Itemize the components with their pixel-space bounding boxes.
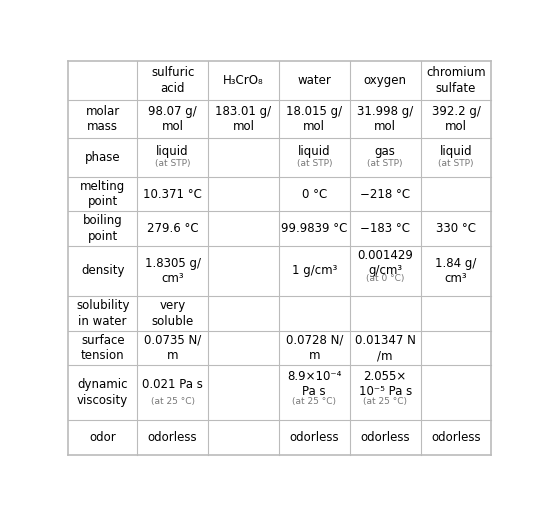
Text: liquid: liquid: [156, 146, 189, 158]
Text: (at 0 °C): (at 0 °C): [366, 274, 405, 283]
Text: 330 °C: 330 °C: [436, 222, 476, 235]
Text: 8.9×10⁻⁴
Pa s: 8.9×10⁻⁴ Pa s: [287, 370, 341, 399]
Text: 1 g/cm³: 1 g/cm³: [292, 265, 337, 277]
Text: odorless: odorless: [431, 431, 481, 444]
Text: phase: phase: [85, 151, 121, 164]
Text: chromium
sulfate: chromium sulfate: [426, 66, 486, 95]
Text: boiling
point: boiling point: [83, 214, 123, 243]
Text: odorless: odorless: [360, 431, 410, 444]
Text: 31.998 g/
mol: 31.998 g/ mol: [357, 105, 413, 133]
Text: 10.371 °C: 10.371 °C: [143, 188, 202, 201]
Text: 18.015 g/
mol: 18.015 g/ mol: [286, 105, 342, 133]
Text: 2.055×
10⁻⁵ Pa s: 2.055× 10⁻⁵ Pa s: [359, 370, 412, 399]
Text: surface
tension: surface tension: [81, 334, 124, 362]
Text: −218 °C: −218 °C: [360, 188, 410, 201]
Text: odorless: odorless: [148, 431, 198, 444]
Text: (at 25 °C): (at 25 °C): [363, 397, 407, 406]
Text: liquid: liquid: [440, 146, 472, 158]
Text: water: water: [298, 74, 331, 87]
Text: (at STP): (at STP): [367, 159, 403, 168]
Text: melting
point: melting point: [80, 180, 126, 208]
Text: sulfuric
acid: sulfuric acid: [151, 66, 194, 95]
Text: 0.0728 N/
m: 0.0728 N/ m: [286, 334, 343, 362]
Text: odor: odor: [90, 431, 116, 444]
Text: very
soluble: very soluble: [151, 299, 194, 328]
Text: molar
mass: molar mass: [86, 105, 120, 133]
Text: (at STP): (at STP): [296, 159, 332, 168]
Text: 0 °C: 0 °C: [302, 188, 327, 201]
Text: H₃CrO₈: H₃CrO₈: [223, 74, 264, 87]
Text: −183 °C: −183 °C: [360, 222, 410, 235]
Text: (at STP): (at STP): [155, 159, 191, 168]
Text: 279.6 °C: 279.6 °C: [147, 222, 198, 235]
Text: 1.8305 g/
cm³: 1.8305 g/ cm³: [145, 257, 200, 285]
Text: odorless: odorless: [289, 431, 339, 444]
Text: 0.021 Pa s: 0.021 Pa s: [142, 378, 203, 391]
Text: 99.9839 °C: 99.9839 °C: [281, 222, 347, 235]
Text: liquid: liquid: [298, 146, 331, 158]
Text: dynamic
viscosity: dynamic viscosity: [77, 379, 128, 407]
Text: 183.01 g/
mol: 183.01 g/ mol: [216, 105, 271, 133]
Text: (at 25 °C): (at 25 °C): [292, 397, 336, 406]
Text: 0.01347 N
/m: 0.01347 N /m: [355, 334, 416, 362]
Text: solubility
in water: solubility in water: [76, 299, 129, 328]
Text: 98.07 g/
mol: 98.07 g/ mol: [149, 105, 197, 133]
Text: density: density: [81, 265, 124, 277]
Text: (at STP): (at STP): [438, 159, 474, 168]
Text: gas: gas: [375, 146, 396, 158]
Text: oxygen: oxygen: [364, 74, 407, 87]
Text: 1.84 g/
cm³: 1.84 g/ cm³: [435, 257, 477, 285]
Text: (at 25 °C): (at 25 °C): [151, 397, 194, 406]
Text: 392.2 g/
mol: 392.2 g/ mol: [431, 105, 480, 133]
Text: 0.001429
g/cm³: 0.001429 g/cm³: [357, 249, 413, 277]
Text: 0.0735 N/
m: 0.0735 N/ m: [144, 334, 201, 362]
